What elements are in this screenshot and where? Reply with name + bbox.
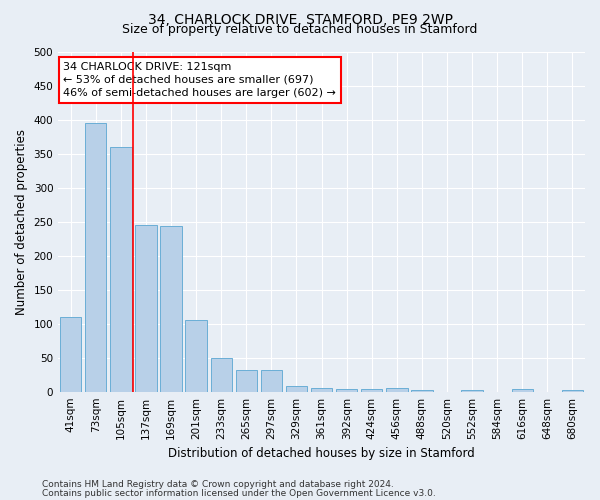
Bar [286, 386, 307, 392]
Text: Contains public sector information licensed under the Open Government Licence v3: Contains public sector information licen… [42, 489, 436, 498]
Y-axis label: Number of detached properties: Number of detached properties [15, 128, 28, 314]
Bar [85, 123, 106, 392]
Bar [185, 320, 207, 392]
Bar [461, 390, 483, 392]
Bar [136, 225, 157, 392]
Bar [386, 388, 407, 392]
Bar [60, 317, 82, 392]
Text: Size of property relative to detached houses in Stamford: Size of property relative to detached ho… [122, 22, 478, 36]
Text: Contains HM Land Registry data © Crown copyright and database right 2024.: Contains HM Land Registry data © Crown c… [42, 480, 394, 489]
Bar [160, 226, 182, 392]
Bar [336, 389, 358, 392]
Text: 34 CHARLOCK DRIVE: 121sqm
← 53% of detached houses are smaller (697)
46% of semi: 34 CHARLOCK DRIVE: 121sqm ← 53% of detac… [64, 62, 337, 98]
X-axis label: Distribution of detached houses by size in Stamford: Distribution of detached houses by size … [168, 447, 475, 460]
Bar [562, 390, 583, 392]
Bar [211, 358, 232, 392]
Bar [311, 388, 332, 392]
Bar [361, 389, 382, 392]
Bar [110, 147, 131, 392]
Text: 34, CHARLOCK DRIVE, STAMFORD, PE9 2WP: 34, CHARLOCK DRIVE, STAMFORD, PE9 2WP [148, 12, 452, 26]
Bar [512, 389, 533, 392]
Bar [411, 390, 433, 392]
Bar [261, 370, 282, 392]
Bar [236, 370, 257, 392]
